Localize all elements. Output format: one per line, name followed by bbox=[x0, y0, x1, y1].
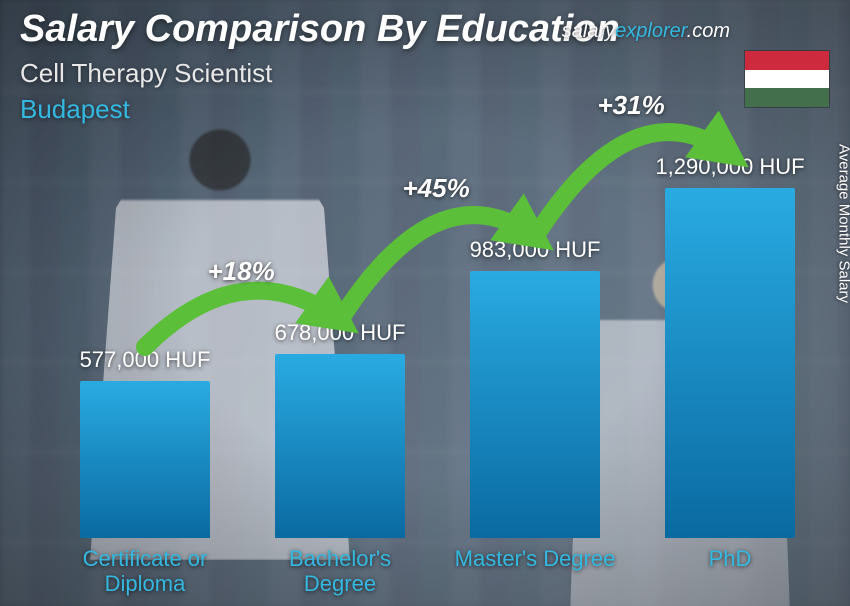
brand-part3: .com bbox=[687, 20, 730, 42]
bar-chart: 577,000 HUFCertificate or Diploma 678,000… bbox=[40, 138, 790, 538]
chart-title: Salary Comparison By Education bbox=[20, 8, 620, 51]
bar bbox=[470, 271, 600, 538]
flag-stripe-top bbox=[745, 51, 829, 70]
infographic-stage: Salary Comparison By Education Cell Ther… bbox=[0, 0, 850, 606]
increment-label: +31% bbox=[598, 90, 665, 121]
bar bbox=[665, 188, 795, 538]
bar-label: PhD bbox=[640, 546, 820, 571]
increment-label: +18% bbox=[208, 256, 275, 287]
bar-value: 983,000 HUF bbox=[435, 237, 635, 263]
bar-wrap: 678,000 HUFBachelor's Degree bbox=[275, 138, 405, 538]
bar bbox=[80, 381, 210, 538]
bar-value: 1,290,000 HUF bbox=[630, 154, 830, 180]
increment-label: +45% bbox=[403, 173, 470, 204]
bar-label: Bachelor's Degree bbox=[250, 546, 430, 597]
bar-label: Master's Degree bbox=[445, 546, 625, 571]
bar-label: Certificate or Diploma bbox=[55, 546, 235, 597]
brand-watermark: salaryexplorer.com bbox=[562, 20, 730, 43]
bar-wrap: 983,000 HUFMaster's Degree bbox=[470, 138, 600, 538]
bar-wrap: 1,290,000 HUFPhD bbox=[665, 138, 795, 538]
country-flag bbox=[744, 50, 830, 108]
y-axis-label: Average Monthly Salary bbox=[836, 144, 850, 303]
bar bbox=[275, 354, 405, 538]
bar-value: 577,000 HUF bbox=[45, 347, 245, 373]
brand-part1: salary bbox=[562, 20, 615, 42]
bar-value: 678,000 HUF bbox=[240, 320, 440, 346]
bar-wrap: 577,000 HUFCertificate or Diploma bbox=[80, 138, 210, 538]
chart-subtitle: Cell Therapy Scientist bbox=[20, 58, 272, 89]
brand-part2: explorer bbox=[615, 20, 687, 42]
chart-location: Budapest bbox=[20, 94, 130, 125]
flag-stripe-mid bbox=[745, 70, 829, 89]
flag-stripe-bot bbox=[745, 88, 829, 107]
